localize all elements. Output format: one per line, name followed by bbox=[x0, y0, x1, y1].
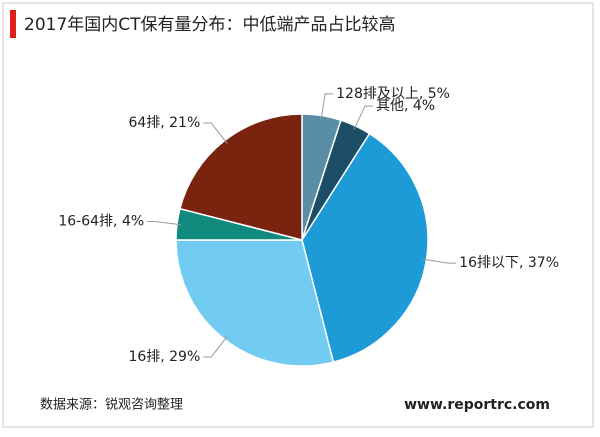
data-label: 16排, 29% bbox=[128, 349, 200, 365]
leader-line bbox=[320, 93, 334, 120]
data-label: 16排以下, 37% bbox=[459, 255, 559, 271]
chart-title: 2017年国内CT保有量分布：中低端产品占比较高 bbox=[24, 15, 396, 35]
data-label: 16-64排, 4% bbox=[58, 213, 144, 229]
data-label: 128排及以上, 5% bbox=[336, 86, 450, 102]
title-bar bbox=[10, 10, 16, 38]
data-label: 其他, 4% bbox=[376, 98, 435, 114]
leader-line bbox=[353, 105, 374, 130]
leader-line bbox=[203, 336, 228, 358]
website: www.reportrc.com bbox=[404, 397, 550, 413]
leader-line bbox=[422, 258, 457, 264]
leader-line bbox=[147, 220, 182, 226]
source: 数据来源：锐观咨询整理 bbox=[40, 398, 183, 413]
leader-line bbox=[203, 122, 228, 144]
data-label: 64排, 21% bbox=[128, 115, 200, 131]
